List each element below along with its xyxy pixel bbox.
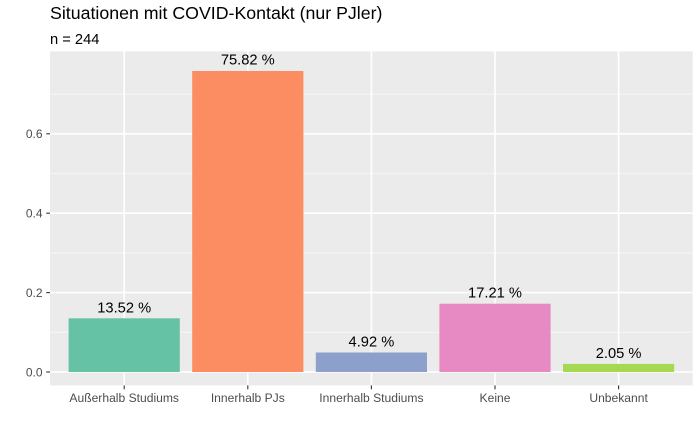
svg-text:0.2: 0.2	[26, 286, 43, 300]
svg-text:Situationen mit COVID-Kontakt: Situationen mit COVID-Kontakt (nur PJler…	[50, 3, 382, 23]
svg-text:4.92 %: 4.92 %	[349, 334, 395, 350]
svg-text:2.05 %: 2.05 %	[596, 346, 642, 362]
svg-text:0.0: 0.0	[26, 365, 43, 379]
svg-text:Keine: Keine	[480, 391, 511, 405]
svg-text:Außerhalb Studiums: Außerhalb Studiums	[69, 391, 179, 405]
svg-text:13.52 %: 13.52 %	[97, 301, 151, 317]
svg-text:0.4: 0.4	[26, 207, 43, 221]
svg-text:Innerhalb PJs: Innerhalb PJs	[211, 391, 285, 405]
svg-text:Innerhalb Studiums: Innerhalb Studiums	[319, 391, 423, 405]
svg-text:Unbekannt: Unbekannt	[589, 391, 648, 405]
svg-text:0.6: 0.6	[26, 127, 43, 141]
svg-text:n = 244: n = 244	[50, 32, 99, 48]
svg-text:75.82 %: 75.82 %	[221, 53, 275, 69]
svg-text:17.21 %: 17.21 %	[468, 286, 522, 302]
